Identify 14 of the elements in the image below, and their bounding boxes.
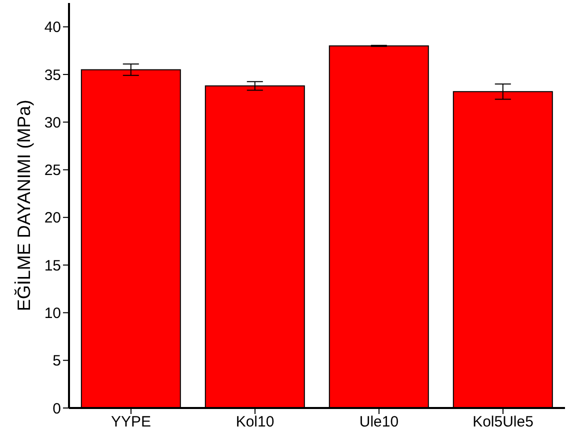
y-tick-label: 40 [44, 19, 61, 36]
y-tick-label: 5 [52, 352, 61, 370]
x-tick-label: YYPE [110, 414, 152, 431]
y-tick-label: 25 [44, 162, 61, 180]
y-tick-label: 15 [44, 257, 61, 274]
y-tick-label: 10 [44, 305, 61, 322]
y-tick-label: 30 [44, 114, 61, 132]
x-tick-label: Ule10 [359, 414, 399, 431]
x-tick-label: Kol5Ule5 [472, 414, 534, 431]
y-tick-label: 20 [44, 210, 61, 227]
y-tick-label: 35 [44, 66, 61, 84]
x-tick-label: Kol10 [236, 414, 274, 431]
y-axis-title: EĞİLME DAYANIMI (MPa) [14, 100, 34, 312]
y-tick-label: 0 [52, 400, 61, 418]
